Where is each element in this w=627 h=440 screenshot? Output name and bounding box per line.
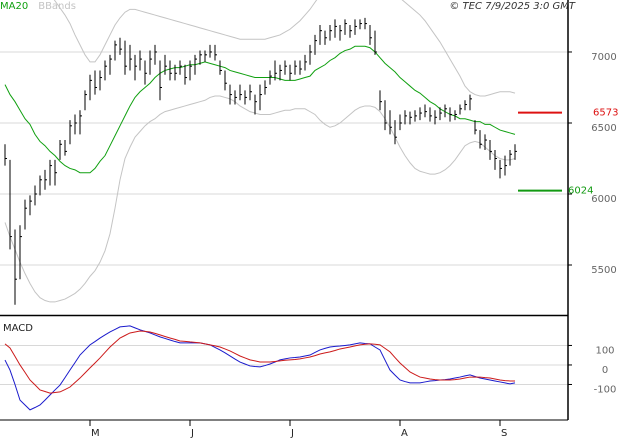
legend-entry: BBands <box>38 1 76 12</box>
x-tick-label: A <box>401 428 408 439</box>
y-tick-label: 6000 <box>591 194 616 205</box>
ma-line <box>4 45 516 174</box>
macd-line <box>4 325 516 411</box>
x-tick-label: S <box>501 428 507 439</box>
price-panel <box>0 0 568 305</box>
x-tick-label: J <box>190 428 194 439</box>
band-upper <box>53 0 516 97</box>
level-label: 6024 <box>568 186 593 197</box>
y-tick-label: 0 <box>602 365 608 376</box>
copyright: © TEC 7/9/2025 3:0 GMT <box>449 1 576 12</box>
y-tick-label: 5500 <box>591 265 616 276</box>
y-tick-label: 100 <box>595 345 614 356</box>
x-tick-label: J <box>290 428 294 439</box>
y-tick-label: 7000 <box>591 52 616 63</box>
x-tick-label: M <box>91 428 100 439</box>
band-lower <box>4 95 516 303</box>
y-tick-label: -100 <box>594 384 617 395</box>
level-label: 6573 <box>593 108 618 119</box>
legend-entry: MA20 <box>0 1 28 12</box>
macd-panel <box>0 325 568 411</box>
y-tick-label: 6500 <box>591 123 616 134</box>
macd-line <box>4 330 515 394</box>
panel-title: MACD <box>3 323 33 334</box>
